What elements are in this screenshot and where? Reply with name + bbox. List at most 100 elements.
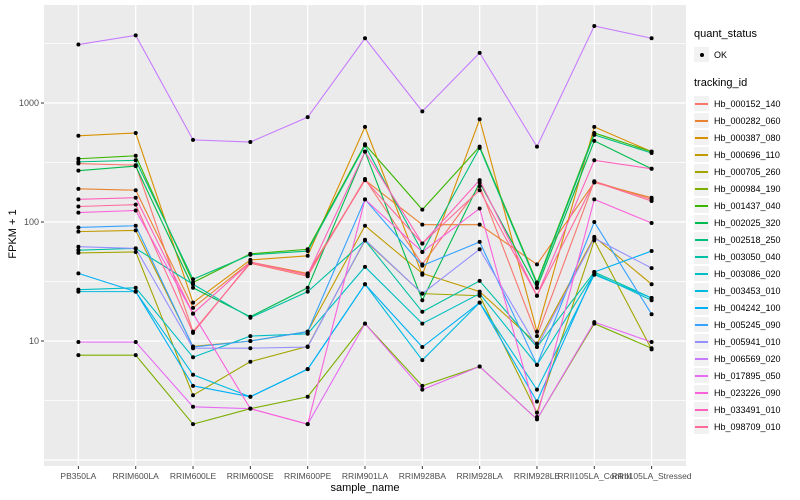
- data-point: [248, 140, 253, 145]
- data-point: [420, 387, 425, 392]
- data-point: [420, 291, 425, 296]
- legend-line-swatch: [695, 289, 708, 292]
- data-point: [649, 295, 654, 300]
- legend-item-Hb_000696_110: Hb_000696_110: [694, 146, 800, 163]
- data-point: [534, 285, 539, 290]
- legend-key-box: [694, 232, 709, 247]
- data-point: [649, 36, 654, 41]
- legend-item-Hb_002518_250: Hb_002518_250: [694, 231, 800, 248]
- data-point: [191, 422, 196, 427]
- data-point: [305, 249, 310, 254]
- legend-item-Hb_006569_020: Hb_006569_020: [694, 350, 800, 367]
- data-point: [191, 300, 196, 305]
- data-point: [534, 345, 539, 350]
- data-point: [477, 300, 482, 305]
- legend-item-label: Hb_000387_080: [714, 132, 781, 143]
- legend-item-label: Hb_098709_010: [714, 421, 781, 432]
- data-point: [305, 115, 310, 120]
- data-point: [477, 239, 482, 244]
- point-marker-icon: [699, 52, 704, 57]
- legend-key-box: [694, 249, 709, 264]
- legend-panel: quant_status OK tracking_id Hb_000152_14…: [694, 24, 800, 435]
- data-point: [76, 244, 81, 249]
- y-tick-label: 10: [29, 336, 39, 346]
- data-point: [133, 202, 138, 207]
- data-point: [420, 249, 425, 254]
- data-point: [592, 138, 597, 143]
- x-tick-label: RRIM928BA: [399, 471, 447, 481]
- data-point: [477, 50, 482, 55]
- data-point: [592, 124, 597, 129]
- data-point: [363, 124, 367, 129]
- data-point: [477, 184, 482, 189]
- data-point: [191, 311, 196, 316]
- data-point: [477, 278, 482, 283]
- data-point: [534, 262, 539, 267]
- data-point: [248, 359, 253, 364]
- legend-key-box: [694, 402, 709, 417]
- data-point: [592, 220, 597, 224]
- data-point: [76, 340, 81, 345]
- legend-line-swatch: [695, 391, 708, 394]
- legend-item-Hb_000387_080: Hb_000387_080: [694, 129, 800, 146]
- data-point: [649, 166, 654, 171]
- legend-key-box: [694, 96, 709, 111]
- data-point: [420, 263, 425, 268]
- legend-key-box: [694, 147, 709, 162]
- legend-key-box: [694, 283, 709, 298]
- data-point: [305, 272, 310, 277]
- data-point: [592, 179, 597, 184]
- data-point: [534, 334, 539, 339]
- legend-item-Hb_098709_010: Hb_098709_010: [694, 418, 800, 435]
- data-point: [649, 282, 654, 287]
- data-point: [191, 346, 196, 351]
- data-point: [477, 364, 482, 369]
- legend-item-Hb_000705_260: Hb_000705_260: [694, 163, 800, 180]
- data-point: [363, 223, 367, 228]
- data-point: [76, 156, 81, 161]
- legend-line-swatch: [695, 204, 708, 207]
- data-point: [133, 289, 138, 294]
- data-point: [76, 353, 81, 358]
- data-point: [534, 341, 539, 346]
- data-point: [420, 298, 425, 303]
- legend-item-label: Hb_000282_060: [714, 115, 781, 126]
- data-point: [248, 260, 253, 265]
- data-point: [420, 321, 425, 326]
- legend-key-box: [694, 266, 709, 281]
- data-point: [191, 355, 196, 360]
- legend-item-label: Hb_023226_090: [714, 387, 781, 398]
- data-point: [649, 221, 654, 226]
- data-point: [133, 158, 138, 163]
- data-point: [420, 309, 425, 314]
- data-point: [420, 241, 425, 246]
- x-tick-label: PB350LA: [60, 471, 96, 481]
- legend-key-box: [694, 300, 709, 315]
- legend-item-label: Hb_006569_020: [714, 353, 781, 364]
- data-point: [76, 289, 81, 294]
- data-point: [133, 33, 138, 38]
- legend-item-label: Hb_017895_050: [714, 370, 781, 381]
- data-point: [76, 197, 81, 202]
- x-axis-title: sample_name: [330, 482, 400, 494]
- x-tick-label: RRIM928LE: [514, 471, 561, 481]
- data-point: [248, 394, 253, 399]
- data-point: [649, 266, 654, 271]
- data-point: [363, 282, 367, 287]
- x-tick-label: RRIM600PE: [284, 471, 332, 481]
- legend-item-Hb_003050_040: Hb_003050_040: [694, 248, 800, 265]
- data-point: [534, 362, 539, 367]
- data-point: [191, 277, 196, 282]
- data-point: [420, 271, 425, 276]
- data-point: [420, 345, 425, 350]
- data-point: [420, 207, 425, 212]
- y-tick-label: 1000: [19, 98, 39, 108]
- legend-item-label: Hb_000984_190: [714, 183, 781, 194]
- data-point: [133, 285, 138, 290]
- legend-item-Hb_002025_320: Hb_002025_320: [694, 214, 800, 231]
- data-point: [477, 188, 482, 193]
- legend-line-swatch: [695, 374, 708, 377]
- legend-line-swatch: [695, 238, 708, 241]
- data-point: [534, 399, 539, 404]
